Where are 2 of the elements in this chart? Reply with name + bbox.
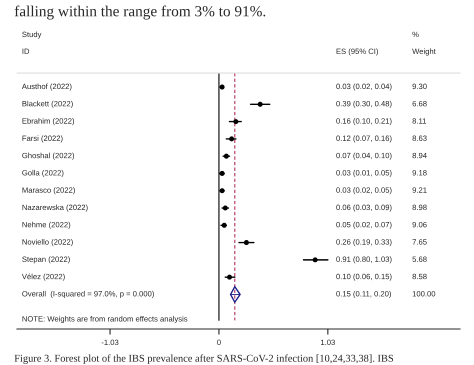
text: falling within the range from 3% to 91%. bbox=[14, 5, 266, 20]
caption: Figure 3. Forest plot of the IBS prevalence after SARS-CoV-2 infection [10,24,33,38]. IBS bbox=[14, 354, 394, 364]
